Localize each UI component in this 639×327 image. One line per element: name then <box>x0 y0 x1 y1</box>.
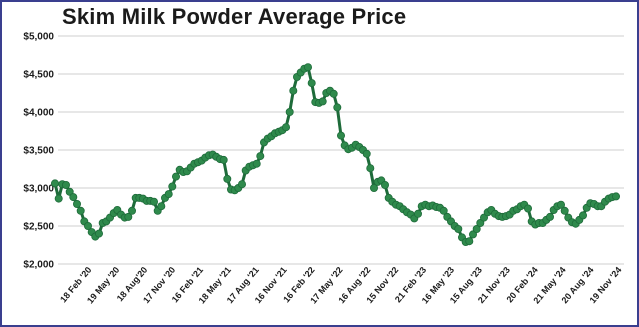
price-series <box>51 63 621 246</box>
data-point <box>524 204 533 213</box>
y-tick-label: $3,500 <box>23 146 54 157</box>
data-point <box>454 224 463 233</box>
grid-lines <box>58 35 624 265</box>
data-point <box>366 164 375 173</box>
data-point <box>468 230 477 239</box>
y-axis-ticks: $5,000 $4,500 $4,000 $3,500 $3,000 $2,500 $2,0… <box>23 32 54 271</box>
data-point <box>557 200 566 209</box>
data-point <box>413 209 422 218</box>
y-tick-label: $2,500 <box>23 222 54 233</box>
data-point <box>362 149 371 158</box>
data-point <box>472 224 481 233</box>
chart-title: Skim Milk Powder Average Price <box>62 4 407 29</box>
data-point <box>149 197 158 206</box>
data-point <box>318 97 327 106</box>
data-point <box>124 212 133 221</box>
data-point <box>256 152 265 161</box>
data-point <box>333 103 342 112</box>
data-point <box>380 180 389 189</box>
data-point <box>307 79 316 88</box>
y-tick-label: $2,000 <box>23 260 54 271</box>
data-point <box>289 86 298 95</box>
data-point <box>546 212 555 221</box>
y-tick-label: $5,000 <box>23 32 54 43</box>
data-point <box>560 206 569 215</box>
data-point <box>164 190 173 199</box>
data-point <box>127 206 136 215</box>
data-point <box>73 199 82 208</box>
data-point <box>62 180 71 189</box>
y-tick-label: $4,500 <box>23 70 54 81</box>
data-point <box>223 174 232 183</box>
y-tick-label: $4,000 <box>23 108 54 119</box>
data-point <box>439 206 448 215</box>
data-point <box>51 179 60 188</box>
data-point <box>303 63 312 72</box>
data-point <box>476 218 485 227</box>
data-point <box>465 237 474 246</box>
data-point <box>219 155 228 164</box>
data-point <box>252 159 261 168</box>
data-point <box>84 221 93 230</box>
data-point <box>157 202 166 211</box>
data-point <box>281 123 290 132</box>
data-point <box>95 229 104 238</box>
data-point <box>54 194 63 203</box>
data-point <box>579 211 588 220</box>
data-point <box>168 182 177 191</box>
data-point <box>69 193 78 202</box>
y-tick-label: $3,000 <box>23 184 54 195</box>
data-point <box>171 172 180 181</box>
data-point <box>612 192 621 201</box>
data-point <box>237 180 246 189</box>
data-point <box>76 206 85 215</box>
data-point <box>329 89 338 98</box>
data-point <box>285 108 294 117</box>
data-point <box>336 131 345 140</box>
data-point <box>369 183 378 192</box>
